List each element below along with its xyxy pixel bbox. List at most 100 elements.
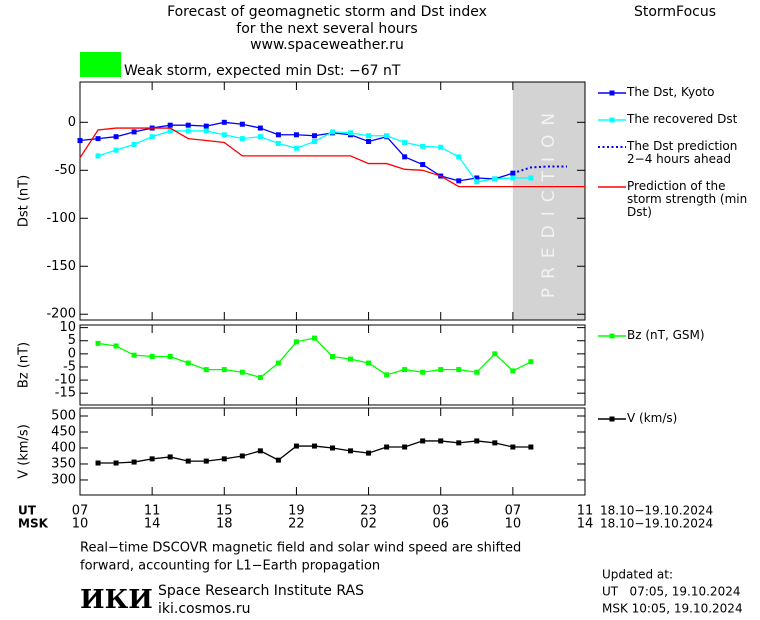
legend-item: Bz (nT, GSM): [597, 329, 757, 342]
marker: [293, 339, 299, 345]
x-tick-label: 03: [432, 504, 449, 519]
legend-icon: [598, 146, 626, 148]
marker: [456, 154, 462, 160]
legend: Bz (nT, GSM): [597, 329, 757, 356]
legend-marker: [609, 117, 615, 123]
x-tick-label: 15: [216, 504, 233, 519]
legend-icon: [598, 90, 626, 96]
marker: [185, 360, 191, 366]
y-axis-label: Bz (nT): [17, 342, 32, 388]
y-tick-label: -50: [55, 163, 76, 178]
marker: [311, 443, 317, 449]
marker: [384, 372, 390, 378]
x-tick-label: 11: [577, 504, 594, 519]
y-tick-label: -100: [46, 211, 76, 226]
updated-ut: UT 07:05, 19.10.2024: [602, 585, 740, 599]
marker: [149, 134, 155, 140]
marker: [456, 367, 462, 373]
y-tick-label: 350: [51, 456, 76, 471]
prediction-label: PREDICTION: [539, 104, 559, 298]
marker: [221, 132, 227, 138]
y-tick-label: -15: [55, 386, 76, 401]
legend-label: Prediction of the storm strength (min Ds…: [627, 179, 748, 219]
legend-item: Prediction of the storm strength (min Ds…: [597, 180, 757, 219]
legend-item: The Dst, Kyoto: [597, 86, 757, 99]
legend-icon: [598, 186, 626, 188]
marker: [167, 128, 173, 134]
marker: [185, 128, 191, 134]
date-range: 18.10−19.10.2024: [600, 504, 713, 518]
marker: [420, 162, 426, 168]
marker: [438, 144, 444, 150]
marker: [366, 360, 372, 366]
x-tick-label: 19: [288, 504, 305, 519]
marker: [492, 351, 498, 357]
marker: [528, 444, 534, 450]
legend-label: The Dst prediction 2−4 hours ahead: [627, 139, 738, 166]
marker: [257, 374, 263, 380]
x-tick-label: 07: [505, 504, 522, 519]
marker: [456, 178, 462, 184]
marker: [402, 139, 408, 145]
brand: StormFocus: [634, 4, 716, 20]
x-tick-label-msk: 18: [216, 517, 233, 532]
marker: [239, 369, 245, 375]
legend-label: The Dst, Kyoto: [627, 85, 715, 99]
legend-item: The Dst prediction 2−4 hours ahead: [597, 140, 757, 166]
marker: [275, 457, 281, 463]
marker: [95, 460, 101, 466]
marker: [131, 129, 137, 135]
marker: [348, 448, 354, 454]
y-tick-label: 400: [51, 440, 76, 455]
marker: [95, 340, 101, 346]
series-line: [79, 127, 585, 188]
marker: [438, 438, 444, 444]
marker: [311, 139, 317, 144]
x-tick-label: 07: [72, 504, 89, 519]
marker: [275, 140, 281, 146]
legend-label: V (km/s): [627, 411, 678, 425]
marker: [275, 132, 281, 138]
marker: [330, 129, 335, 135]
legend: V (km/s): [597, 412, 757, 439]
logo: ИКИ: [80, 585, 153, 615]
y-tick-label: 0: [68, 346, 76, 361]
y-tick-label: -200: [46, 307, 76, 322]
title-line: www.spaceweather.ru: [250, 37, 404, 53]
marker: [113, 460, 119, 466]
marker: [384, 133, 390, 139]
marker: [203, 367, 209, 373]
ut-label: UT: [18, 504, 37, 518]
legend-marker: [609, 90, 615, 96]
marker: [257, 448, 263, 454]
legend-label: Bz (nT, GSM): [627, 328, 705, 342]
marker: [402, 154, 408, 160]
legend-marker: [609, 416, 615, 422]
updated-label: Updated at:: [602, 568, 673, 582]
marker: [402, 444, 408, 450]
marker: [95, 136, 101, 142]
marker: [113, 134, 119, 140]
legend-label: The recovered Dst: [627, 112, 738, 126]
marker: [456, 440, 462, 446]
y-tick-label: -150: [46, 259, 76, 274]
marker: [510, 444, 516, 450]
legend: The Dst, Kyoto The recovered Dst The Dst p…: [597, 86, 757, 233]
marker: [474, 175, 480, 181]
y-tick-label: 450: [51, 424, 76, 439]
y-tick-label: -10: [55, 373, 76, 388]
y-tick-label: -5: [63, 359, 76, 374]
marker: [149, 456, 155, 462]
marker: [311, 133, 317, 139]
marker: [95, 153, 101, 159]
marker: [492, 176, 498, 182]
x-tick-label-msk: 14: [144, 517, 161, 532]
marker: [528, 359, 534, 365]
msk-label: MSK: [18, 517, 49, 531]
marker: [420, 369, 426, 375]
legend-marker: [609, 333, 615, 339]
plot-frame: [79, 407, 586, 496]
footer-note: forward, accounting for L1−Earth propaga…: [80, 559, 380, 574]
marker: [492, 440, 498, 446]
